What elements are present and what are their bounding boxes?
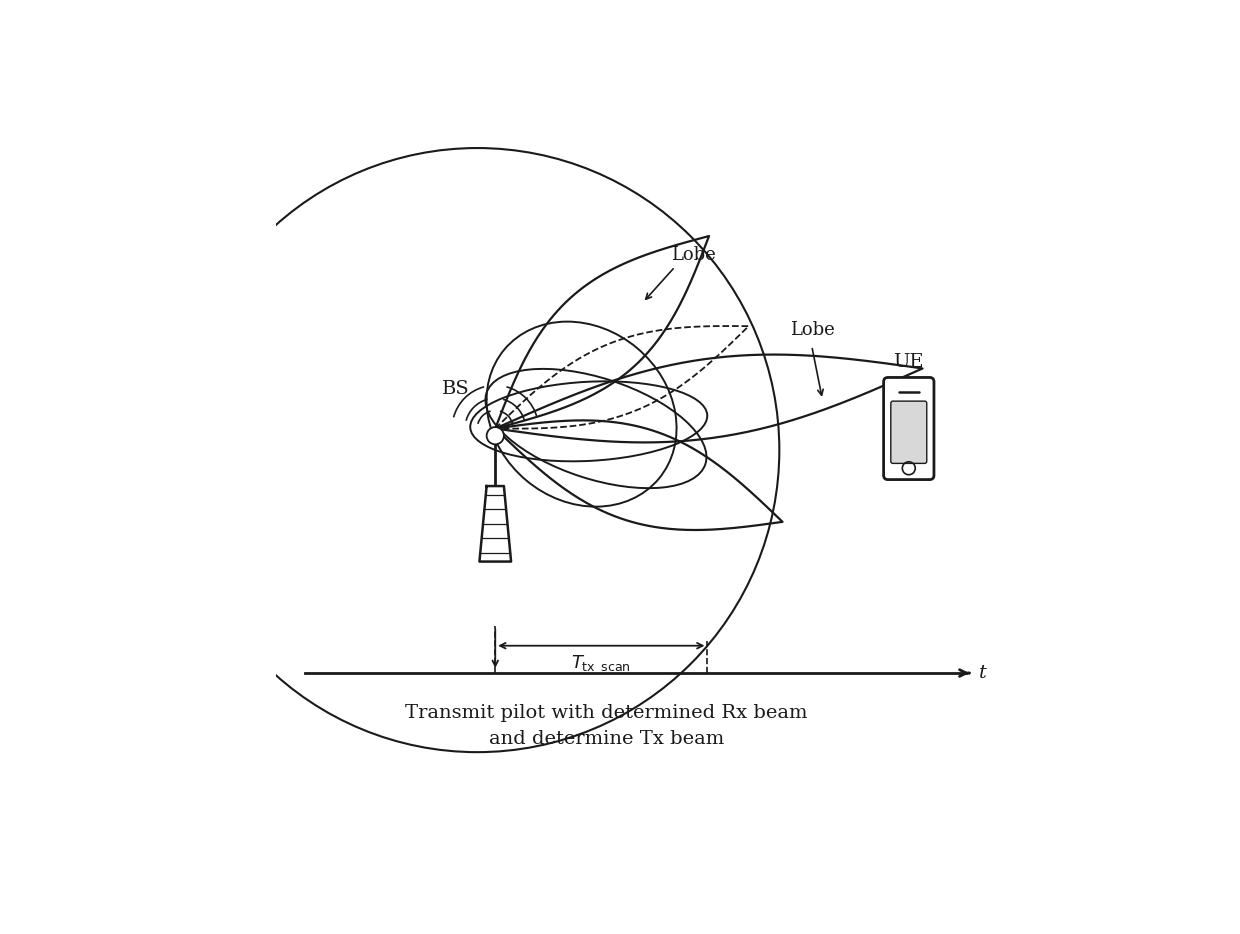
FancyBboxPatch shape bbox=[890, 401, 926, 463]
Text: UE: UE bbox=[894, 353, 924, 371]
Text: Lobe: Lobe bbox=[790, 321, 835, 339]
Text: Transmit pilot with determined Rx beam: Transmit pilot with determined Rx beam bbox=[405, 703, 808, 722]
Polygon shape bbox=[480, 486, 511, 561]
Text: t: t bbox=[980, 664, 987, 682]
FancyBboxPatch shape bbox=[884, 377, 934, 479]
Text: BS: BS bbox=[441, 380, 470, 398]
Circle shape bbox=[486, 427, 503, 445]
Text: Lobe: Lobe bbox=[671, 246, 717, 263]
Text: and determine Tx beam: and determine Tx beam bbox=[489, 730, 724, 748]
Text: $T_{\mathrm{tx\_scan}}$: $T_{\mathrm{tx\_scan}}$ bbox=[572, 653, 631, 675]
